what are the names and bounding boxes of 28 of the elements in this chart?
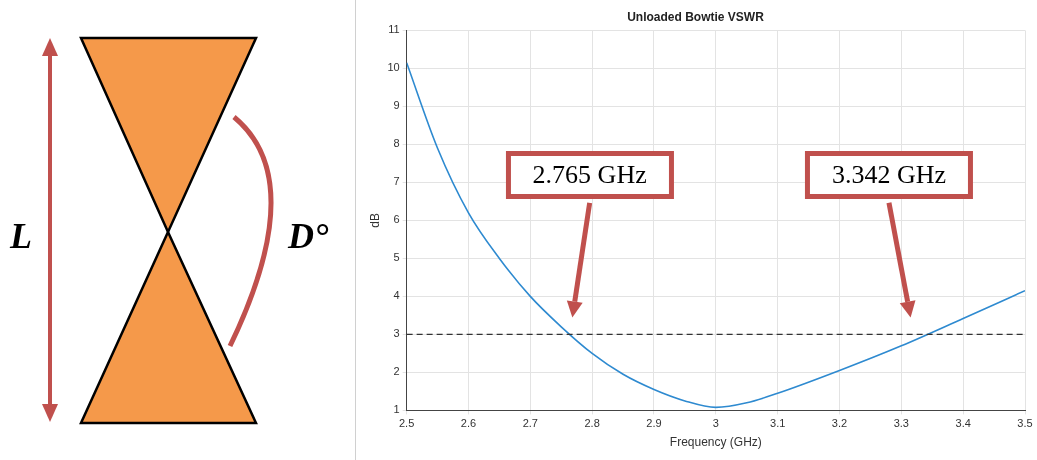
y-tick-label: 6 (393, 213, 400, 226)
x-tick-label: 2.5 (398, 417, 415, 430)
y-tick-label: 7 (393, 175, 400, 188)
x-tick-label: 3.3 (893, 417, 909, 430)
y-tick-label: 8 (393, 137, 400, 150)
y-tick-label: 5 (393, 251, 400, 264)
y-tick-label: 3 (393, 327, 400, 340)
bowtie-antenna-diagram: L D° (0, 0, 355, 460)
x-tick-label: 2.6 (460, 417, 477, 430)
x-tick-label: 3 (712, 417, 719, 430)
y-axis-title: dB (367, 213, 382, 228)
annotation: 3.342 GHz (804, 150, 973, 199)
y-tick-label: 1 (393, 403, 400, 416)
x-tick-label: 2.9 (646, 417, 662, 430)
x-tick-label: 3.2 (831, 417, 848, 430)
x-axis-title: Frequency (GHz) (669, 435, 762, 450)
x-tick-label: 2.7 (522, 417, 538, 430)
x-tick-label: 3.4 (955, 417, 971, 430)
x-tick-label: 2.8 (584, 417, 600, 430)
x-tick-label: 3.1 (770, 417, 786, 430)
annotation: 2.765 GHz (505, 150, 674, 199)
y-tick-label: 11 (388, 23, 400, 36)
y-tick-label: 4 (393, 289, 400, 302)
y-tick-label: 9 (393, 99, 400, 112)
chart-title: Unloaded Bowtie VSWR (627, 9, 765, 24)
y-tick-label: 2 (393, 365, 400, 378)
x-tick-label: 3.5 (1017, 417, 1033, 430)
y-tick-label: 10 (387, 61, 400, 74)
